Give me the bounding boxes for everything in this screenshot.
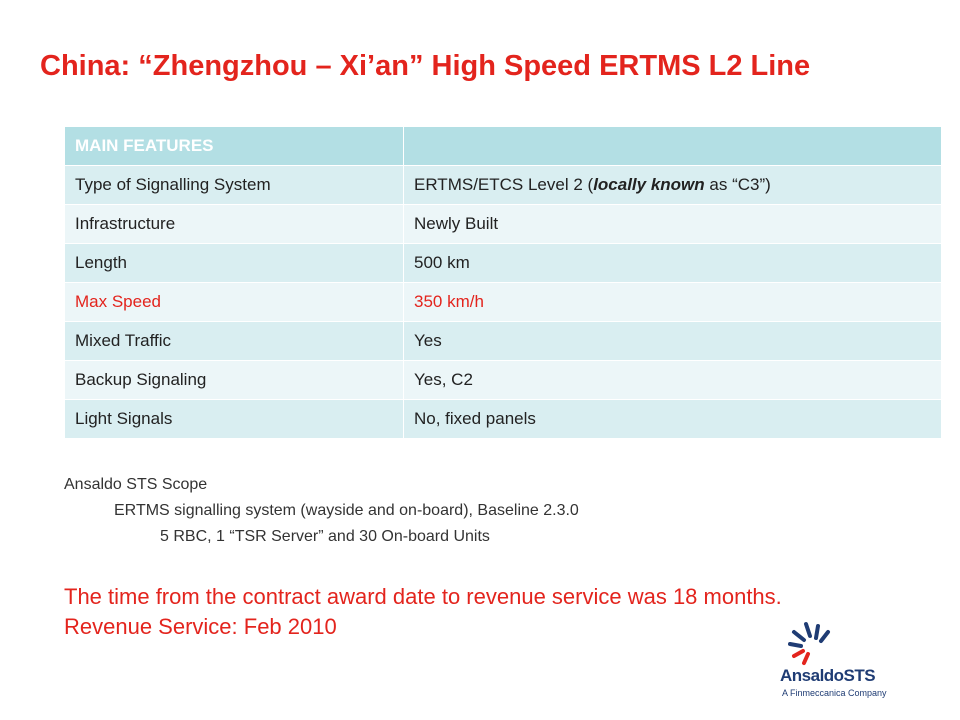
feature-value: Yes	[403, 321, 942, 361]
feature-value-text: as “C3”)	[704, 175, 771, 194]
logo-wordmark: AnsaldoSTS	[780, 666, 876, 685]
feature-value-text: ERTMS/ETCS Level 2 (	[414, 175, 594, 194]
feature-label: Mixed Traffic	[64, 321, 404, 361]
revenue-service-line: Revenue Service: Feb 2010	[64, 614, 337, 639]
feature-label: Type of Signalling System	[64, 165, 404, 205]
feature-value: 500 km	[403, 243, 942, 283]
table-row-highlighted: Max Speed 350 km/h	[64, 282, 942, 322]
feature-label: Backup Signaling	[64, 360, 404, 400]
table-row: Backup Signaling Yes, C2	[64, 360, 942, 400]
table-header-cell: MAIN FEATURES	[64, 126, 404, 166]
feature-label: Light Signals	[64, 399, 404, 439]
scope-item: ERTMS signalling system (wayside and on-…	[114, 502, 579, 519]
feature-value: Newly Built	[403, 204, 942, 244]
logo-tagline: A Finmeccanica Company	[782, 688, 887, 698]
feature-value: 350 km/h	[403, 282, 942, 322]
table-row: Type of Signalling System ERTMS/ETCS Lev…	[64, 165, 942, 205]
feature-value: Yes, C2	[403, 360, 942, 400]
main-features-table: MAIN FEATURES Type of Signalling System …	[64, 126, 942, 439]
scope-section: Ansaldo STS Scope ERTMS signalling syste…	[64, 472, 579, 550]
scope-subitem: 5 RBC, 1 “TSR Server” and 30 On-board Un…	[160, 528, 490, 545]
feature-label: Max Speed	[64, 282, 404, 322]
table-header-empty-cell	[403, 126, 942, 166]
table-row: Mixed Traffic Yes	[64, 321, 942, 361]
scope-heading: Ansaldo STS Scope	[64, 476, 208, 493]
feature-value: No, fixed panels	[403, 399, 942, 439]
slide-title: China: “Zhengzhou – Xi’an” High Speed ER…	[40, 50, 811, 82]
feature-label: Infrastructure	[64, 204, 404, 244]
table-row: Light Signals No, fixed panels	[64, 399, 942, 439]
ansaldo-sts-logo: AnsaldoSTS A Finmeccanica Company	[776, 614, 936, 704]
table-row: Infrastructure Newly Built	[64, 204, 942, 244]
feature-value: ERTMS/ETCS Level 2 (locally known as “C3…	[403, 165, 942, 205]
logo-swirl-icon	[788, 622, 830, 665]
summary-line: The time from the contract award date to…	[64, 584, 782, 609]
table-header-row: MAIN FEATURES	[64, 126, 942, 166]
feature-label: Length	[64, 243, 404, 283]
feature-value-emphasis: locally known	[593, 175, 705, 194]
table-row: Length 500 km	[64, 243, 942, 283]
summary-note: The time from the contract award date to…	[64, 582, 782, 642]
